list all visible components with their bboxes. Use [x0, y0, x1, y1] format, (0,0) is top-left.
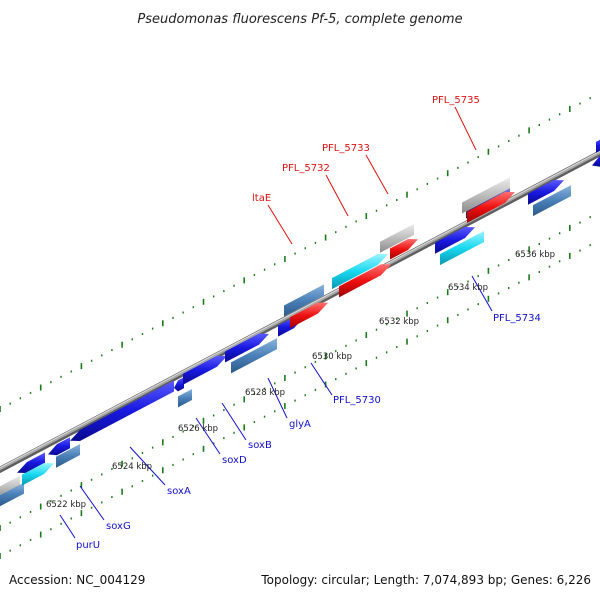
gene-feature[interactable] [528, 180, 564, 205]
gene-feature[interactable] [0, 475, 20, 500]
gene-feature[interactable] [332, 253, 388, 290]
gene-feature[interactable] [22, 463, 54, 486]
tick-label-6536: 6536 kbp [515, 250, 555, 260]
gene-feature[interactable] [435, 226, 475, 254]
gene-feature[interactable] [339, 264, 391, 298]
tick-label-6534: 6534 kbp [448, 283, 488, 293]
gene-feature[interactable] [290, 302, 328, 329]
gene-feature[interactable] [284, 284, 324, 317]
label-leader-line [325, 174, 349, 217]
gene-feature[interactable] [48, 437, 70, 456]
gene-feature[interactable] [440, 230, 484, 266]
tick-label-6522: 6522 kbp [46, 500, 86, 510]
label-leader-line [267, 377, 288, 419]
gene-feature[interactable] [56, 444, 80, 468]
label-leader-line [454, 106, 477, 151]
label-leader-line [310, 362, 333, 396]
gene-label-purU[interactable]: purU [76, 540, 100, 551]
gene-label-ltaE[interactable]: ltaE [252, 193, 271, 204]
gene-feature[interactable] [596, 137, 600, 153]
gene-feature[interactable] [225, 333, 269, 363]
tick-label-6526: 6526 kbp [178, 424, 218, 434]
gene-feature[interactable] [467, 191, 515, 223]
tick-label-6532: 6532 kbp [379, 317, 419, 327]
gene-features [0, 137, 600, 507]
gene-label-PFL_5735[interactable]: PFL_5735 [432, 95, 480, 106]
gene-feature[interactable] [183, 355, 227, 385]
gene-feature[interactable] [70, 380, 174, 442]
label-leader-lines [59, 106, 493, 539]
gene-labels: purU soxG soxA soxD soxB glyA PFL_5730 P… [76, 95, 541, 551]
ticks: 6522 kbp 6524 kbp 6526 kbp 6528 kbp 6530… [46, 250, 555, 510]
gene-feature[interactable] [380, 223, 414, 253]
gene-label-PFL_5732[interactable]: PFL_5732 [282, 163, 330, 174]
gene-feature[interactable] [390, 239, 418, 260]
position-dots [0, 97, 591, 559]
map-title: Pseudomonas fluorescens Pf-5, complete g… [137, 12, 462, 27]
gene-feature[interactable] [592, 149, 600, 167]
gene-label-PFL_5730[interactable]: PFL_5730 [333, 395, 381, 406]
gene-label-PFL_5733[interactable]: PFL_5733 [322, 143, 370, 154]
gene-feature[interactable] [231, 338, 277, 374]
label-leader-line [79, 485, 105, 521]
gene-label-PFL_5734[interactable]: PFL_5734 [493, 313, 541, 324]
gene-feature[interactable] [0, 482, 24, 507]
gene-feature[interactable] [174, 377, 184, 392]
label-leader-line [267, 204, 293, 245]
label-leader-line [365, 154, 389, 195]
tick-label-6528: 6528 kbp [245, 388, 285, 398]
gene-label-soxG[interactable]: soxG [106, 521, 131, 532]
tick-label-6524: 6524 kbp [112, 462, 152, 472]
label-leader-line [195, 417, 221, 455]
genome-summary-text: Topology: circular; Length: 7,074,893 bp… [261, 573, 591, 587]
gene-label-soxB[interactable]: soxB [248, 440, 272, 451]
label-leader-line [471, 275, 493, 312]
gene-label-glyA[interactable]: glyA [289, 419, 311, 430]
gene-feature[interactable] [533, 185, 571, 217]
accession-text: Accession: NC_004129 [9, 573, 146, 587]
label-leader-line [59, 514, 76, 539]
label-leader-line [221, 402, 247, 441]
label-leader-line [129, 446, 166, 486]
gene-label-soxA[interactable]: soxA [167, 486, 191, 497]
gene-feature[interactable] [462, 177, 510, 214]
gene-label-soxD[interactable]: soxD [222, 455, 247, 466]
gene-feature[interactable] [17, 452, 45, 473]
tick-label-6530: 6530 kbp [312, 352, 352, 362]
gene-feature[interactable] [178, 388, 192, 408]
